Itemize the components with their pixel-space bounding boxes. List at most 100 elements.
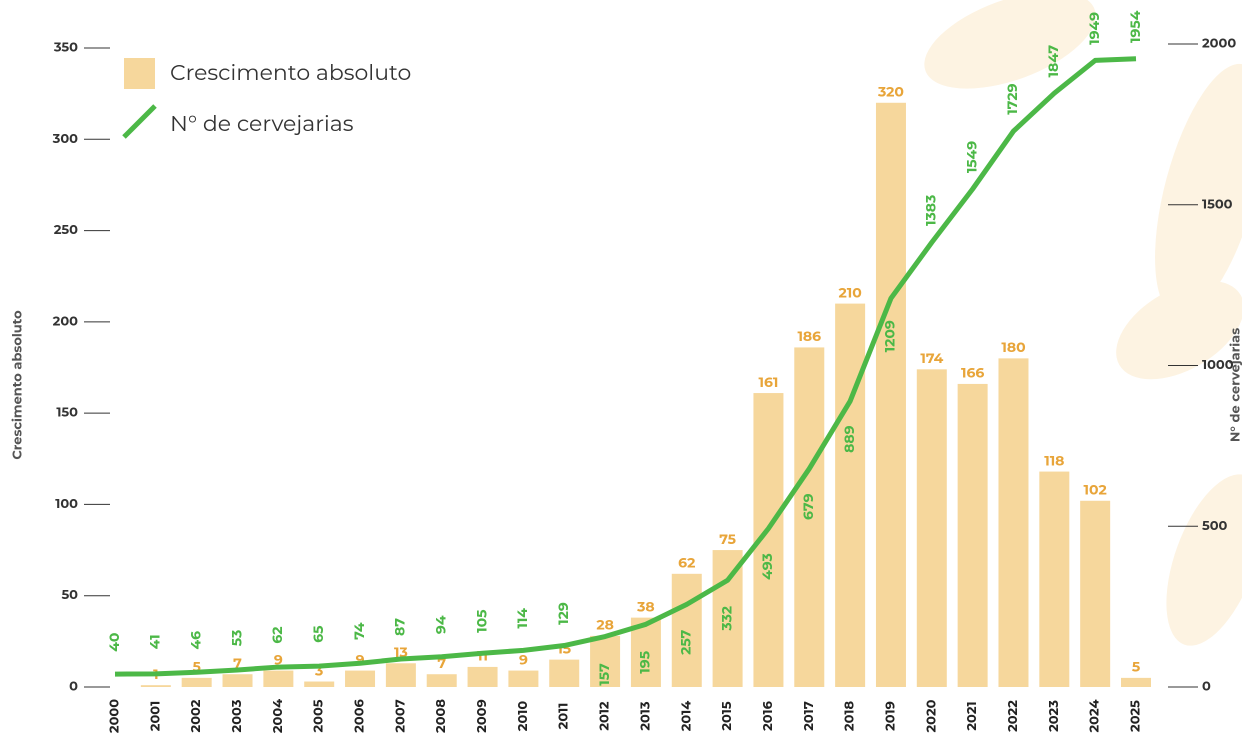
line-value-label: 114	[513, 608, 531, 629]
y-tick-label: 200	[53, 313, 78, 329]
y-tick-label: 0	[69, 679, 78, 695]
line-value-label: 87	[391, 618, 409, 636]
leaf	[924, 0, 1096, 89]
legend-label: N° de cervejarias	[170, 110, 354, 137]
x-tick-label: 2010	[515, 701, 531, 732]
leaf	[1116, 280, 1242, 380]
bar-value-label: 7	[233, 654, 242, 672]
bar-value-label: 75	[719, 530, 736, 548]
bar-value-label: 180	[1001, 338, 1025, 356]
x-tick-label: 2009	[474, 699, 490, 733]
bar-value-label: 9	[274, 650, 283, 668]
y2-tick-label: 2000	[1202, 36, 1236, 52]
line	[114, 56, 1137, 677]
line-value-label: 679	[799, 493, 817, 520]
line-value-label: 62	[268, 626, 286, 643]
x-tick-label: 2007	[392, 699, 408, 732]
y-tick-label: 50	[61, 587, 78, 603]
x-tick-label: 2023	[1046, 700, 1062, 732]
line-value-label: 1729	[1003, 83, 1021, 114]
x-tick-label: 2012	[597, 701, 613, 731]
bar-value-label: 174	[920, 349, 943, 367]
x-tick-label: 2025	[1128, 700, 1144, 732]
y2-axis-title: N° de cervejarias	[1228, 328, 1242, 442]
bar-value-label: 186	[797, 327, 821, 345]
bar	[508, 670, 539, 687]
line-value-label: 46	[186, 631, 204, 650]
y-tick-label: 150	[56, 405, 78, 421]
line-value-label: 105	[472, 610, 490, 633]
bar-value-label: 210	[838, 283, 861, 301]
bar	[140, 685, 171, 687]
bar	[590, 635, 621, 687]
line-value-label: 40	[105, 633, 123, 652]
x-tick-label: 2015	[719, 701, 735, 731]
line-value-label: 157	[595, 663, 613, 686]
bar-value-label: 118	[1044, 451, 1064, 469]
bar-value-label: 7	[437, 654, 446, 672]
bar-value-label: 3	[314, 661, 323, 679]
line-value-label: 1847	[1044, 45, 1062, 78]
x-tick-label: 2008	[433, 699, 449, 733]
y2-tick-label: 1000	[1202, 357, 1234, 373]
line-value-label: 1383	[922, 195, 940, 226]
bar	[467, 666, 498, 687]
x-tick-label: 2019	[882, 701, 898, 731]
x-tick-label: 2022	[1005, 700, 1021, 732]
line-value-label: 41	[146, 634, 164, 649]
bar-value-label: 5	[1132, 658, 1140, 676]
bar-value-label: 161	[758, 373, 778, 391]
line-value-label: 332	[717, 606, 735, 632]
line-value-label: 74	[350, 622, 368, 640]
bar	[998, 358, 1029, 687]
leaf	[1166, 474, 1242, 646]
x-tick-label: 2006	[352, 698, 368, 732]
background-leaves	[924, 0, 1242, 646]
line-value-label: 1949	[1085, 12, 1103, 45]
line-value-label: 65	[309, 625, 327, 642]
bar	[916, 369, 947, 687]
bar-value-label: 166	[961, 364, 984, 382]
bar	[345, 670, 376, 687]
y-tick-label: 250	[54, 222, 78, 238]
bar-value-label: 5	[193, 658, 201, 676]
x-tick-label: 2002	[188, 699, 204, 732]
y2-tick-label: 0	[1202, 679, 1211, 695]
line-value-label: 53	[227, 630, 245, 647]
line-value-label: 889	[840, 425, 858, 452]
bar-value-label: 9	[519, 650, 528, 668]
bar	[385, 663, 416, 687]
line-value-label: 195	[636, 651, 654, 674]
bar-value-label: 38	[636, 597, 655, 615]
x-tick-label: 2004	[270, 699, 286, 733]
x-tick-label: 2018	[842, 701, 858, 732]
x-tick-label: 2000	[107, 699, 123, 733]
bar-value-label: 102	[1084, 481, 1107, 499]
line-value-label: 94	[431, 615, 449, 634]
bar	[549, 659, 580, 687]
x-tick-label: 2014	[678, 701, 694, 732]
y-axis-title: Crescimento absoluto	[10, 310, 26, 460]
bar-value-label: 28	[596, 616, 614, 634]
line-value-label: 1209	[881, 320, 899, 352]
bar	[181, 677, 212, 687]
bar	[304, 681, 335, 687]
y-tick-label: 350	[53, 40, 78, 56]
line-value-label: 1954	[1126, 10, 1144, 43]
bar	[1080, 500, 1111, 687]
y-tick-label: 100	[55, 496, 78, 512]
bar	[835, 303, 866, 687]
bar	[426, 674, 457, 687]
line-value-label: 1549	[962, 141, 980, 173]
x-tick-label: 2021	[964, 701, 980, 730]
x-tick-label: 2017	[801, 701, 817, 731]
y2-tick-label: 500	[1202, 518, 1228, 534]
bar	[794, 347, 825, 687]
leaf	[1155, 63, 1242, 317]
x-tick-label: 2001	[147, 701, 163, 731]
bar	[957, 383, 988, 687]
x-tick-label: 2013	[637, 701, 653, 731]
x-tick-label: 2020	[923, 699, 939, 732]
legend-swatch	[122, 104, 157, 139]
